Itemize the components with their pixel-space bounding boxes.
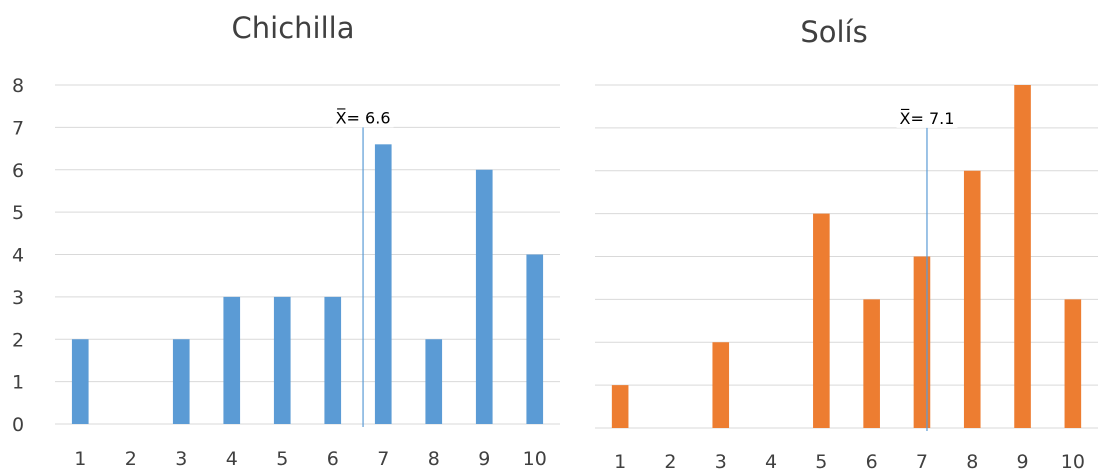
x-tick-label: 4 (765, 451, 777, 472)
bar-8 (425, 339, 443, 424)
y-tick-label: 2 (12, 329, 24, 351)
bar-7 (913, 256, 931, 428)
x-tick-label: 3 (715, 451, 727, 472)
x-tick-label: 9 (1017, 451, 1029, 472)
x-tick-label: 8 (428, 448, 440, 470)
bar-1 (71, 339, 89, 424)
x-tick-label: 1 (74, 448, 86, 470)
bar-8 (963, 170, 981, 428)
x-tick-label: 7 (916, 451, 928, 472)
y-tick-label: 6 (12, 160, 24, 182)
mean-label: X̅= 6.6 (336, 108, 391, 127)
x-tick-label: 6 (866, 451, 878, 472)
y-tick-label: 3 (12, 287, 24, 309)
bar-10 (526, 254, 544, 424)
bar-7 (374, 144, 392, 424)
mean-label: X̅= 7.1 (900, 109, 955, 128)
mean-label-background (332, 108, 394, 128)
mean-label-background (896, 108, 958, 128)
y-tick-label: 0 (12, 414, 24, 436)
y-tick-label: 4 (12, 245, 24, 267)
bar-3 (172, 339, 190, 424)
x-tick-label: 2 (664, 451, 676, 472)
y-tick-label: 5 (12, 202, 24, 224)
chart-title: Solís (800, 15, 867, 49)
bar-6 (324, 296, 342, 424)
chart-title: Chichilla (232, 11, 355, 45)
x-tick-label: 10 (1061, 451, 1085, 472)
x-tick-label: 7 (377, 448, 389, 470)
chart-chichilla: Chichilla 0 1 2 3 4 5 6 7 8 1 2 3 4 5 6 7 8 9 10 X̅= 6.6 (12, 11, 560, 470)
chart-solis: Solís 1 2 3 4 5 6 7 8 9 10 X̅= 7.1 (595, 15, 1098, 472)
bar-5 (273, 296, 291, 424)
x-tick-label: 8 (966, 451, 978, 472)
y-tick-label: 7 (12, 117, 24, 139)
bar-1 (611, 385, 629, 428)
x-tick-label: 5 (815, 451, 827, 472)
bar-9 (1014, 85, 1031, 428)
x-tick-label: 3 (175, 448, 187, 470)
bar-3 (712, 342, 730, 428)
x-tick-label: 9 (478, 448, 490, 470)
x-tick-label: 10 (523, 448, 547, 470)
bar-10 (1064, 299, 1082, 428)
x-tick-label: 5 (276, 448, 288, 470)
y-tick-label: 1 (12, 372, 24, 394)
x-tick-label: 4 (226, 448, 238, 470)
x-tick-label: 2 (125, 448, 137, 470)
x-tick-label: 1 (614, 451, 626, 472)
bar-9 (475, 169, 493, 424)
bar-5 (813, 213, 830, 428)
bar-6 (863, 299, 880, 428)
bar-4 (223, 296, 241, 424)
x-tick-label: 6 (327, 448, 339, 470)
y-tick-label: 8 (12, 75, 24, 97)
